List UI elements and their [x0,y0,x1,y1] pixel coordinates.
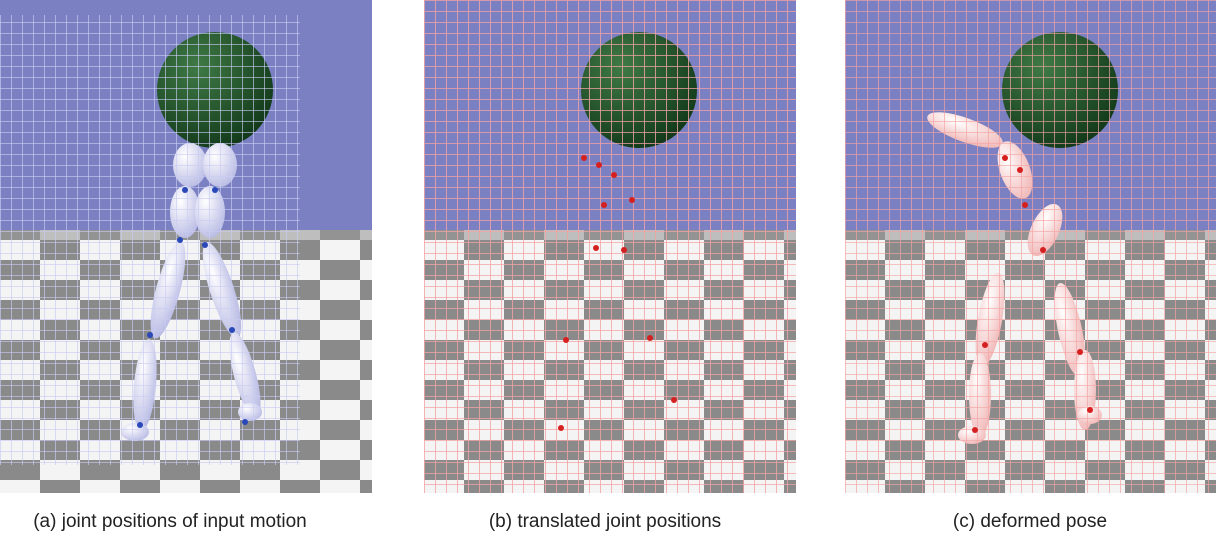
panel-b-image [424,0,796,493]
caption: (c) deformed pose [953,511,1107,532]
panel-a-image [0,0,372,493]
caption: (b) translated joint positions [489,511,721,532]
caption: (a) joint positions of input motion [33,511,307,532]
figure: (a) joint positions of input motion (b) … [0,0,1216,542]
panel-c-image [845,0,1216,493]
page: {"panels": [ {"caption": "(a) joint posi… [0,0,1216,542]
